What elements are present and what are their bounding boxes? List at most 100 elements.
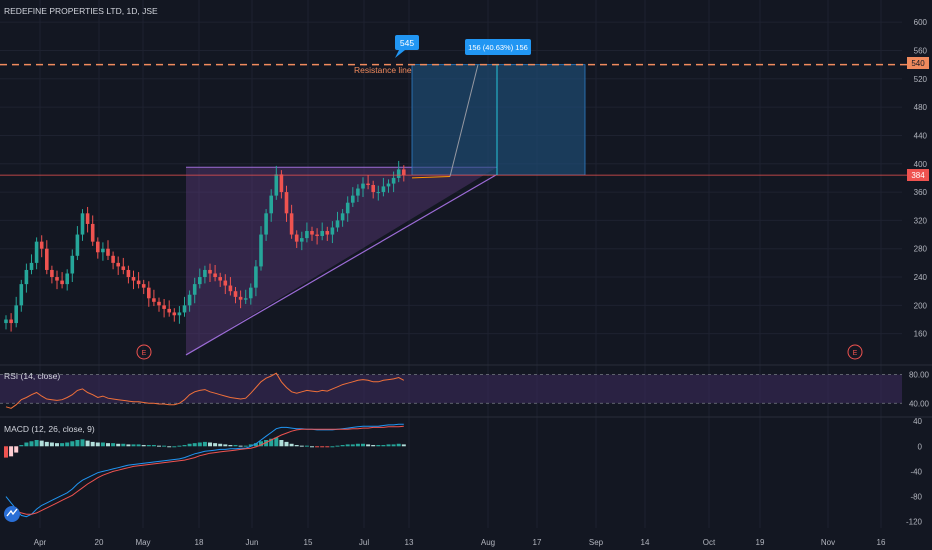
macd-histogram-bar [386, 444, 391, 447]
candle-body [147, 287, 151, 299]
macd-histogram-bar [304, 445, 309, 447]
time-axis[interactable]: Apr 20 May 18 Jun 15 Jul 13 Aug 17 Sep 14 Oct 19 Nov 16 [34, 538, 886, 547]
candle-body [90, 223, 95, 242]
candle-body [111, 255, 115, 263]
candle-body [131, 277, 136, 281]
macd-histogram-bar [172, 446, 177, 448]
candle-body [55, 277, 59, 281]
price-tick-label: 160 [914, 330, 928, 339]
macd-histogram-bar [208, 442, 212, 447]
candle-body [70, 255, 75, 274]
candle-body [310, 231, 314, 235]
candle-body [402, 169, 406, 176]
time-tick-label: Aug [481, 538, 495, 547]
candle-body [361, 183, 365, 189]
macd-histogram-bar [39, 440, 44, 447]
candle-body [233, 291, 238, 297]
candle-body [218, 277, 222, 281]
measure-label[interactable]: 156 (40.63%) 156 [465, 39, 531, 55]
macd-histogram-bar [136, 444, 141, 447]
time-tick-label: Sep [589, 538, 604, 547]
time-tick-label: Apr [34, 538, 47, 547]
ascending-triangle-fill[interactable] [186, 167, 497, 355]
candle-body [60, 280, 64, 285]
candle-body [162, 305, 166, 309]
macd-histogram-bar [264, 440, 269, 447]
candlestick-series [4, 160, 406, 332]
candle-body [335, 220, 340, 228]
measure-label-text: 156 (40.63%) 156 [468, 43, 528, 52]
candle-body [101, 248, 105, 253]
candle-body [96, 241, 100, 253]
rsi-title[interactable]: RSI (14, close) [4, 371, 60, 381]
macd-tick-label: -40 [910, 467, 922, 476]
price-tick-label: 360 [914, 188, 928, 197]
candle-body [289, 213, 294, 235]
last-price-badge: 384 [907, 169, 929, 181]
candle-body [371, 185, 375, 193]
candle-body [315, 234, 319, 236]
candle-body [157, 301, 161, 306]
earnings-marker-1[interactable]: E [136, 344, 152, 360]
macd-histogram-bar [70, 441, 75, 447]
macd-histogram-bar [315, 446, 320, 448]
macd-histogram-bar [85, 440, 90, 447]
candle-body [19, 284, 24, 306]
candle-body [24, 269, 29, 285]
price-tick-label: 600 [914, 18, 928, 27]
symbol-title[interactable]: REDEFINE PROPERTIES LTD, 1D, JSE [4, 6, 158, 16]
macd-histogram-bar [29, 441, 34, 447]
candle-body [264, 213, 268, 235]
macd-histogram-bar [111, 443, 116, 447]
macd-histogram-bar [228, 445, 233, 447]
price-tick-label: 520 [914, 75, 928, 84]
macd-tick-label: -120 [906, 518, 923, 527]
time-tick-label: 13 [405, 538, 414, 547]
candle-body [279, 174, 284, 193]
macd-histogram-bar [361, 443, 365, 447]
target-projection-box[interactable] [411, 64, 586, 176]
projection-arrow-long [449, 64, 479, 177]
price-tick-label: 320 [914, 216, 928, 225]
macd-tick-label: -80 [910, 493, 922, 502]
price-tick-label: 280 [914, 245, 928, 254]
macd-histogram-bar [24, 442, 29, 447]
candle-body [228, 285, 233, 292]
macd-histogram-bar [177, 445, 182, 447]
target-callout[interactable]: 545 [395, 35, 419, 58]
candle-body [223, 280, 228, 286]
triangle-trendline[interactable] [185, 173, 498, 356]
macd-histogram-bar [233, 445, 238, 447]
candle-body [85, 213, 90, 224]
candle-body [238, 296, 243, 300]
macd-histogram-bar [75, 440, 80, 447]
tradingview-logo-icon[interactable] [4, 506, 20, 522]
candle-body [121, 266, 126, 270]
earnings-marker-2[interactable]: E [847, 344, 863, 360]
rsi-band [0, 374, 902, 404]
macd-histogram-bar [106, 443, 110, 447]
rsi-tick-label: 40.00 [909, 399, 930, 408]
candle-body [356, 188, 360, 196]
resistance-line-label: Resistance line [354, 65, 412, 75]
macd-histogram-bar [376, 445, 381, 447]
resistance-price-text: 540 [911, 59, 925, 68]
candle-body [259, 234, 263, 267]
macd-histogram-bar [381, 445, 386, 447]
price-axis[interactable]: 60056052048044040036032028024020016080.0… [906, 18, 930, 527]
time-tick-label: 19 [756, 538, 765, 547]
candle-body [320, 231, 324, 236]
candle-body [187, 294, 192, 306]
macd-histogram-bar [310, 446, 314, 448]
candle-body [208, 269, 212, 274]
projection-arrow-short [411, 176, 451, 179]
macd-title[interactable]: MACD (12, 26, close, 9) [4, 424, 95, 434]
macd-histogram-bar [121, 443, 126, 447]
macd-histogram-bar [44, 441, 49, 447]
candle-body [305, 231, 309, 239]
macd-histogram-bar [243, 445, 248, 447]
time-tick-label: 15 [304, 538, 313, 547]
macd-histogram-bar [401, 444, 406, 447]
price-tick-label: 480 [914, 103, 928, 112]
